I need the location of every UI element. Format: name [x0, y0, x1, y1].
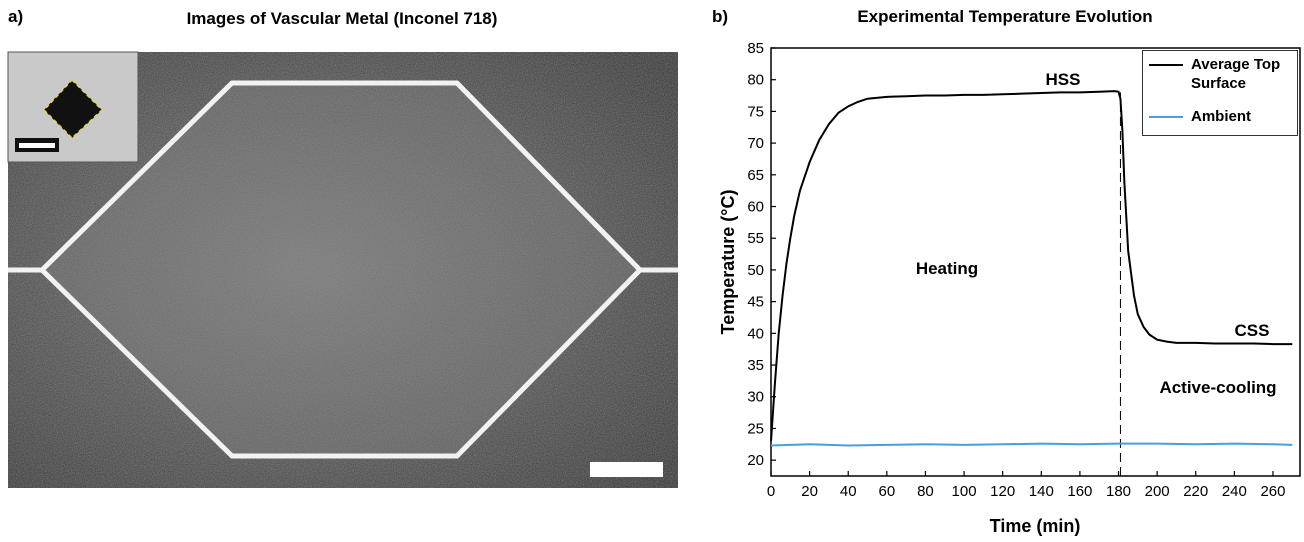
x-tick-label: 200	[1145, 483, 1170, 500]
y-tick-label: 30	[747, 389, 764, 406]
x-tick-label: 20	[801, 483, 818, 500]
y-tick-label: 80	[747, 72, 764, 89]
legend-swatch	[1149, 116, 1183, 118]
legend-swatch	[1149, 64, 1183, 66]
y-tick-label: 65	[747, 167, 764, 184]
x-tick-label: 160	[1067, 483, 1092, 500]
x-tick-label: 240	[1222, 483, 1247, 500]
annotation: CSS	[1235, 321, 1270, 340]
image-title: Images of Vascular Metal (Inconel 718)	[187, 9, 498, 28]
y-tick-label: 70	[747, 135, 764, 152]
plot-frame	[770, 47, 1301, 477]
x-tick-label: 40	[840, 483, 857, 500]
y-tick-label: 55	[747, 230, 764, 247]
y-tick-label: 25	[747, 420, 764, 437]
x-tick-label: 120	[990, 483, 1015, 500]
x-tick-label: 220	[1183, 483, 1208, 500]
x-tick-label: 100	[952, 483, 977, 500]
y-tick-label: 75	[747, 103, 764, 120]
legend-entry: Average Top Surface	[1149, 55, 1291, 93]
series-line	[770, 90, 1293, 442]
y-tick-label: 20	[747, 452, 764, 469]
x-tick-label: 260	[1260, 483, 1285, 500]
y-tick-label: 35	[747, 357, 764, 374]
legend-label: Ambient	[1191, 108, 1251, 125]
panel-label: a)	[8, 7, 23, 26]
annotation: Active-cooling	[1159, 378, 1276, 397]
annotation: Heating	[916, 259, 978, 278]
y-tick-label: 45	[747, 294, 764, 311]
legend: Average Top Surface Ambient	[1142, 50, 1298, 136]
chart-title: Experimental Temperature Evolution	[857, 7, 1152, 26]
series-line	[770, 442, 1293, 447]
annotation: HSS	[1046, 70, 1081, 89]
x-tick-label: 80	[917, 483, 934, 500]
x-tick-label: 180	[1106, 483, 1131, 500]
x-axis-label: Time (min)	[990, 516, 1081, 536]
y-tick-label: 40	[747, 325, 764, 342]
micrograph	[7, 51, 678, 488]
x-tick-label: 60	[878, 483, 895, 500]
y-tick-label: 50	[747, 262, 764, 279]
panel-label: b)	[712, 7, 728, 26]
legend-entry: Ambient	[1149, 107, 1291, 126]
y-tick-label: 85	[747, 40, 764, 57]
legend-label: Average Top Surface	[1191, 56, 1281, 92]
x-tick-label: 140	[1029, 483, 1054, 500]
y-tick-label: 60	[747, 199, 764, 216]
y-axis-label: Temperature (°C)	[718, 190, 738, 335]
x-tick-label: 0	[767, 483, 775, 500]
